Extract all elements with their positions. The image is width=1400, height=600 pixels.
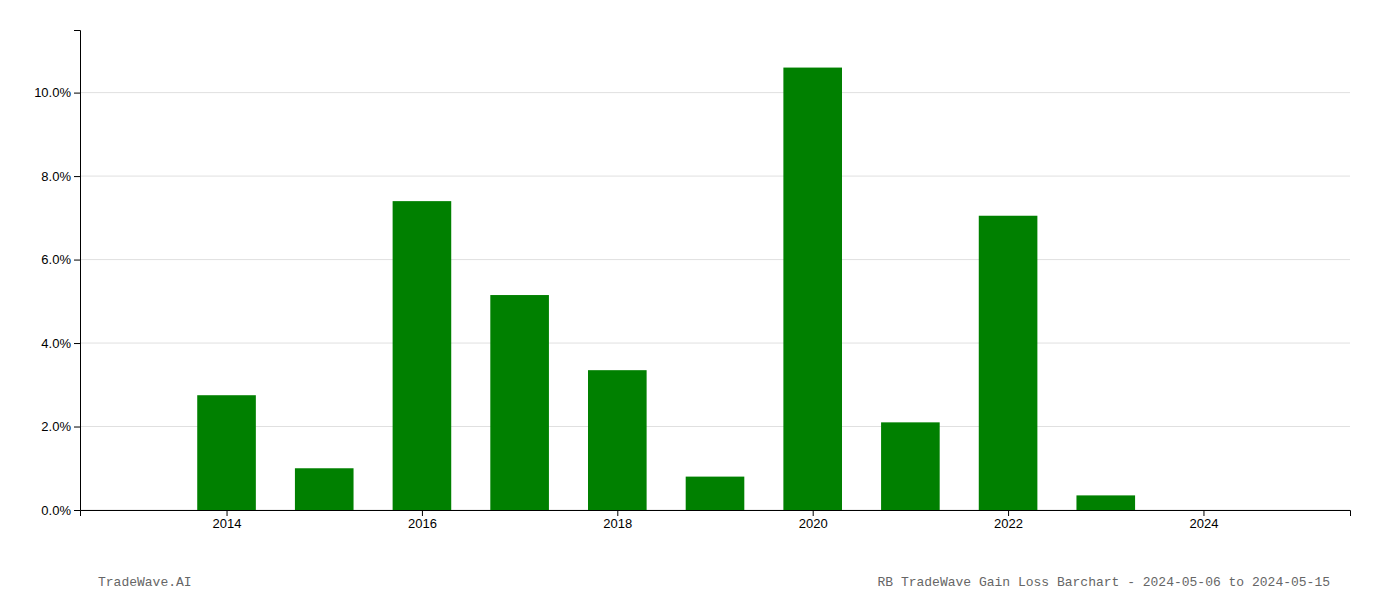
- bar: [295, 468, 354, 510]
- y-tick-mark: [74, 343, 80, 344]
- bar: [588, 370, 647, 510]
- y-tick: 0.0%: [41, 503, 80, 518]
- y-tick-label: 10.0%: [34, 85, 71, 100]
- x-tick: 2014: [213, 510, 242, 531]
- x-tick-label: 2014: [213, 516, 242, 531]
- y-tick: 6.0%: [41, 252, 80, 267]
- y-tick-mark: [74, 510, 80, 511]
- y-tick: 10.0%: [34, 85, 80, 100]
- x-tick-label: 2016: [408, 516, 437, 531]
- bar: [393, 201, 452, 510]
- bar: [490, 295, 549, 510]
- footer: TradeWave.AI RB TradeWave Gain Loss Barch…: [98, 575, 1330, 590]
- y-tick-label: 6.0%: [41, 252, 71, 267]
- x-tick-mark: [1203, 510, 1204, 516]
- bar: [1076, 495, 1135, 510]
- x-axis: 2014 2016 2018 2020 2022 2024: [81, 510, 1351, 531]
- x-tick: 2022: [994, 510, 1023, 531]
- x-tick: 2024: [1190, 510, 1219, 531]
- x-tick: 2018: [603, 510, 632, 531]
- y-tick-label: 4.0%: [41, 336, 71, 351]
- y-tick-mark: [74, 93, 80, 94]
- grid: [80, 93, 1350, 510]
- x-tick: 2016: [408, 510, 437, 531]
- y-tick-label: 8.0%: [41, 169, 71, 184]
- footer-text: RB TradeWave Gain Loss Barchart - 2024-0…: [878, 575, 1330, 590]
- footer-text: TradeWave.AI: [98, 575, 192, 590]
- grid-line: [80, 426, 1350, 427]
- grid-line: [80, 176, 1350, 177]
- bar: [197, 395, 256, 510]
- chart: 2014 2016 2018 2020 2022 2024 0.0% 2.0% 4.0% 6.0%…: [0, 0, 1400, 600]
- y-axis-line: [74, 31, 81, 511]
- x-tick-label: 2022: [994, 516, 1023, 531]
- y-tick: 8.0%: [41, 169, 80, 184]
- bar: [783, 68, 842, 510]
- x-tick-label: 2020: [799, 516, 828, 531]
- y-tick: 4.0%: [41, 336, 80, 351]
- y-tick-label: 2.0%: [41, 419, 71, 434]
- x-tick-mark: [422, 510, 423, 516]
- bar: [979, 216, 1038, 510]
- x-tick-label: 2024: [1190, 516, 1219, 531]
- x-tick-mark: [227, 510, 228, 516]
- y-tick-mark: [74, 176, 80, 177]
- grid-line: [80, 259, 1350, 260]
- bars: [197, 68, 1135, 510]
- x-axis-line: [81, 511, 1351, 517]
- y-tick-label: 0.0%: [41, 503, 71, 518]
- y-axis: 0.0% 2.0% 4.0% 6.0% 8.0% 10.0%: [34, 31, 80, 518]
- y-tick-mark: [74, 260, 80, 261]
- bar: [881, 422, 940, 510]
- grid-line: [80, 92, 1350, 93]
- y-tick-mark: [74, 427, 80, 428]
- grid-line: [80, 343, 1350, 344]
- x-tick: 2020: [799, 510, 828, 531]
- x-tick-mark: [617, 510, 618, 516]
- y-tick: 2.0%: [41, 419, 80, 434]
- x-tick-label: 2018: [603, 516, 632, 531]
- x-tick-mark: [813, 510, 814, 516]
- x-tick-mark: [1008, 510, 1009, 516]
- bar: [686, 477, 745, 510]
- bar: [1174, 510, 1233, 511]
